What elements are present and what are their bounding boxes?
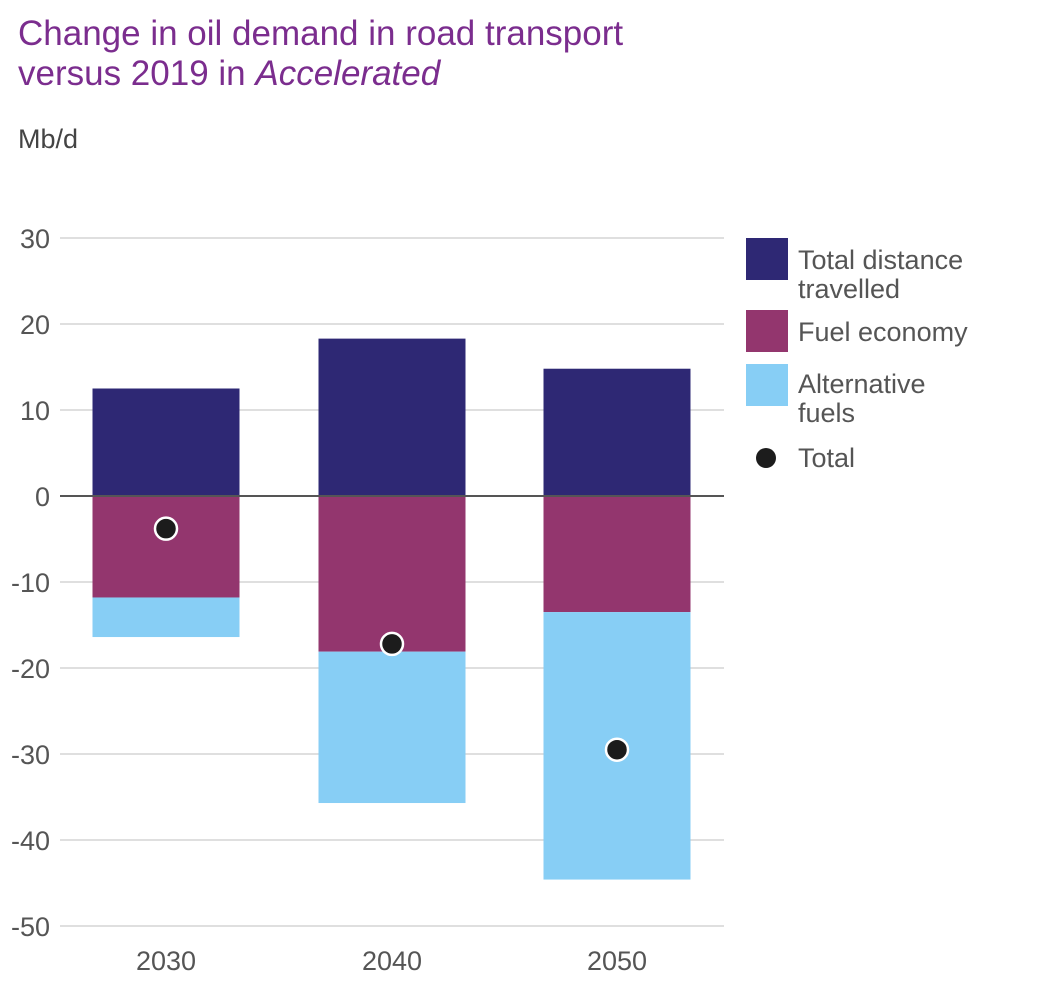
x-tick-label-2030: 2030 (136, 946, 196, 976)
total-dot-2050 (604, 737, 630, 762)
y-tick-label-30: 30 (20, 224, 50, 254)
y-tick-label--40: -40 (11, 826, 50, 856)
total-dot-2040 (379, 631, 405, 657)
chart-title: Change in oil demand in road transport v… (18, 14, 623, 94)
y-tick-label-20: 20 (20, 310, 50, 340)
y-tick-label-0: 0 (35, 482, 50, 512)
bar-alternative-2040 (318, 651, 466, 804)
bar-alternative-2030 (92, 597, 240, 638)
legend-label-total: Total (798, 443, 856, 473)
x-tick-label-2040: 2040 (362, 946, 422, 976)
legend-label-fuel-economy: Fuel economy (798, 317, 968, 347)
legend-label-alternative: Alternative fuels (798, 369, 926, 428)
legend-swatch-distance (746, 238, 788, 280)
legend-swatch-fuel-economy (746, 310, 788, 352)
bar-fuel-economy-2040 (318, 496, 466, 652)
y-tick-label--50: -50 (11, 912, 50, 942)
title-line-1: Change in oil demand in road transport (18, 14, 624, 53)
x-tick-label-2050: 2050 (587, 946, 647, 976)
bar-fuel-economy-2050 (543, 496, 691, 613)
total-dot-2030 (153, 516, 179, 541)
bar-fuel-economy-2030 (92, 496, 240, 598)
bar-distance-2040 (318, 338, 466, 496)
y-tick-label-10: 10 (20, 396, 50, 426)
bar-distance-2050 (543, 368, 691, 496)
title-line-2-prefix: versus 2019 in (18, 54, 256, 93)
y-tick-label--20: -20 (11, 654, 50, 684)
title-line-2-scenario: Accelerated (255, 54, 441, 93)
y-tick-label--30: -30 (11, 740, 50, 770)
bar-distance-2030 (92, 388, 240, 496)
legend-label-distance: Total distance travelled (798, 245, 964, 304)
legend-marker-total (756, 448, 776, 468)
y-tick-label--10: -10 (11, 568, 50, 598)
legend-swatch-alternative (746, 364, 788, 406)
y-axis-unit: Mb/d (18, 124, 79, 154)
